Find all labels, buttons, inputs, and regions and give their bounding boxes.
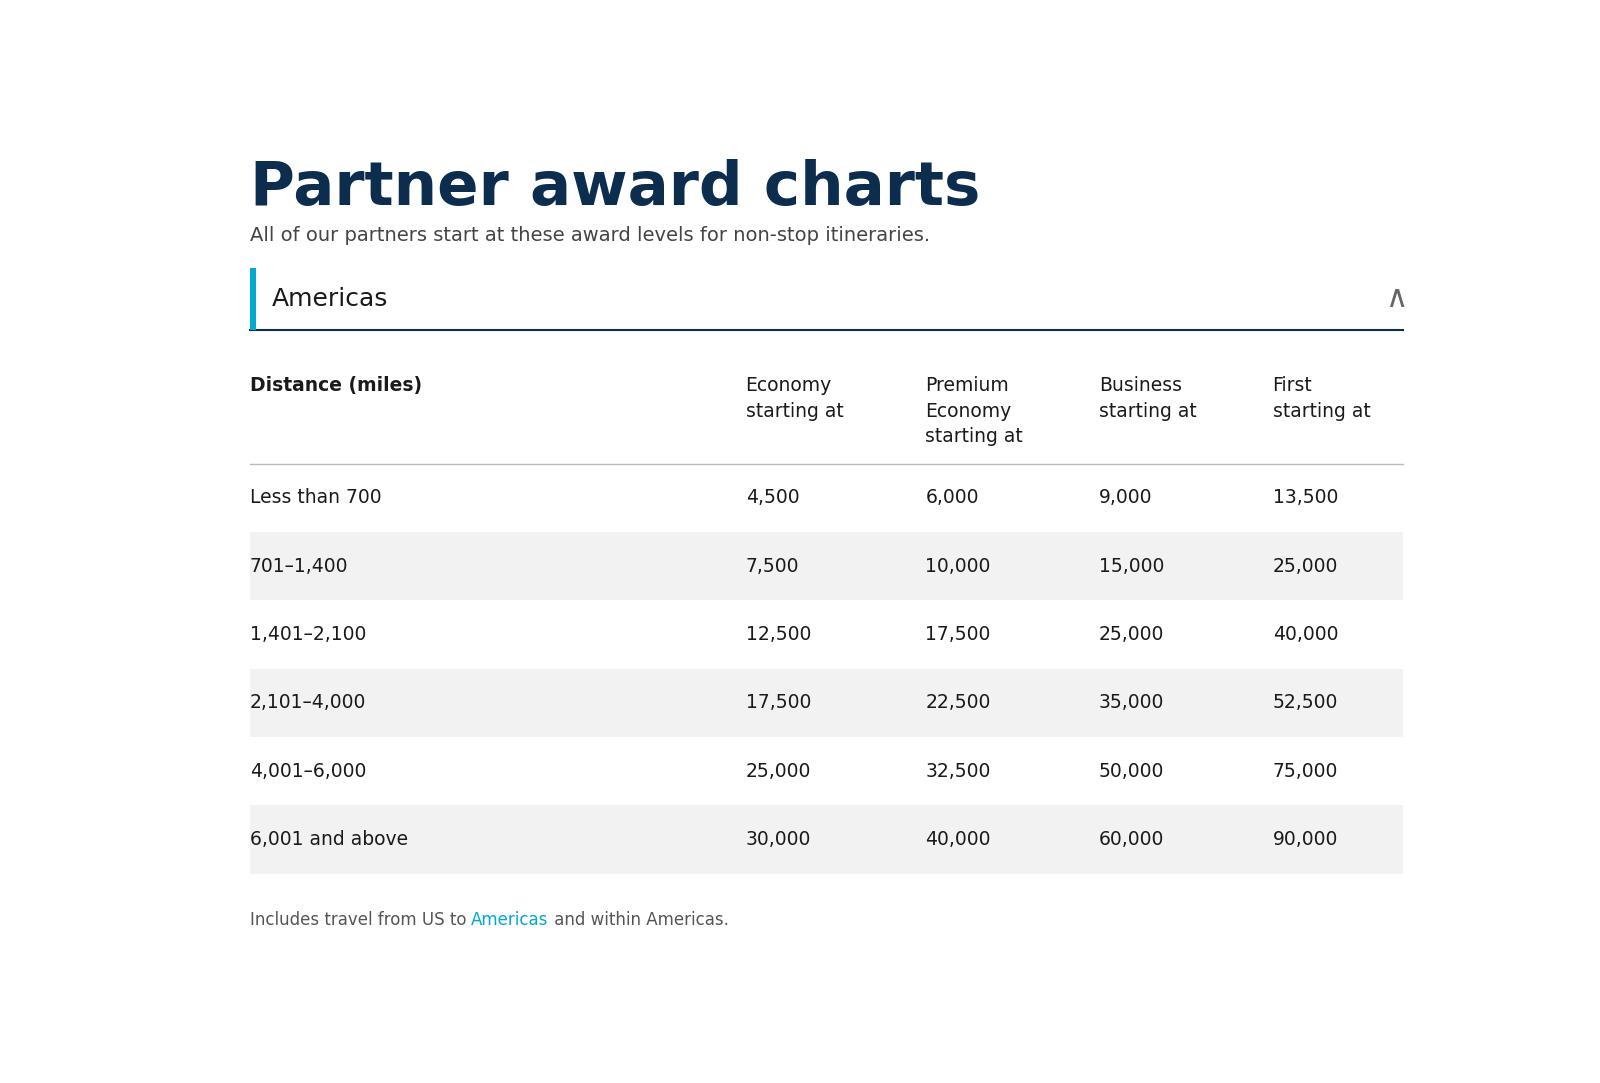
- Text: Americas: Americas: [472, 911, 549, 929]
- Text: 52,500: 52,500: [1272, 693, 1338, 713]
- Text: 40,000: 40,000: [925, 830, 990, 849]
- Text: 4,500: 4,500: [746, 488, 800, 507]
- Text: 25,000: 25,000: [1099, 625, 1165, 644]
- Text: 15,000: 15,000: [1099, 557, 1165, 575]
- Text: Less than 700: Less than 700: [250, 488, 381, 507]
- Text: 2,101–4,000: 2,101–4,000: [250, 693, 366, 713]
- Bar: [250, 268, 256, 330]
- Bar: [250, 806, 1403, 874]
- Bar: [250, 668, 1403, 738]
- Text: First
starting at: First starting at: [1272, 376, 1370, 420]
- Text: 30,000: 30,000: [746, 830, 811, 849]
- Text: 10,000: 10,000: [925, 557, 990, 575]
- Text: Economy
starting at: Economy starting at: [746, 376, 843, 420]
- Text: 60,000: 60,000: [1099, 830, 1165, 849]
- Text: Distance (miles): Distance (miles): [250, 376, 422, 395]
- Text: Premium
Economy
starting at: Premium Economy starting at: [925, 376, 1022, 446]
- Text: Americas: Americas: [272, 287, 389, 311]
- Text: 6,001 and above: 6,001 and above: [250, 830, 408, 849]
- Text: 4,001–6,000: 4,001–6,000: [250, 761, 366, 781]
- Text: 22,500: 22,500: [925, 693, 990, 713]
- Text: and within Americas.: and within Americas.: [549, 911, 728, 929]
- Text: ∧: ∧: [1386, 285, 1408, 313]
- Bar: [250, 532, 1403, 600]
- Text: 7,500: 7,500: [746, 557, 798, 575]
- Text: 17,500: 17,500: [746, 693, 811, 713]
- Text: 35,000: 35,000: [1099, 693, 1165, 713]
- Text: 6,000: 6,000: [925, 488, 979, 507]
- Text: 1,401–2,100: 1,401–2,100: [250, 625, 366, 644]
- Text: 9,000: 9,000: [1099, 488, 1152, 507]
- Text: 40,000: 40,000: [1272, 625, 1338, 644]
- Text: Business
starting at: Business starting at: [1099, 376, 1197, 420]
- Text: 50,000: 50,000: [1099, 761, 1165, 781]
- Text: 25,000: 25,000: [746, 761, 811, 781]
- Text: 32,500: 32,500: [925, 761, 990, 781]
- Text: Partner award charts: Partner award charts: [250, 159, 979, 218]
- Text: 75,000: 75,000: [1272, 761, 1338, 781]
- Text: 12,500: 12,500: [746, 625, 811, 644]
- Text: 13,500: 13,500: [1272, 488, 1338, 507]
- Text: 25,000: 25,000: [1272, 557, 1338, 575]
- Text: Includes travel from US to: Includes travel from US to: [250, 911, 472, 929]
- Text: 17,500: 17,500: [925, 625, 990, 644]
- Text: 701–1,400: 701–1,400: [250, 557, 349, 575]
- Text: 90,000: 90,000: [1272, 830, 1338, 849]
- Text: All of our partners start at these award levels for non-stop itineraries.: All of our partners start at these award…: [250, 226, 930, 245]
